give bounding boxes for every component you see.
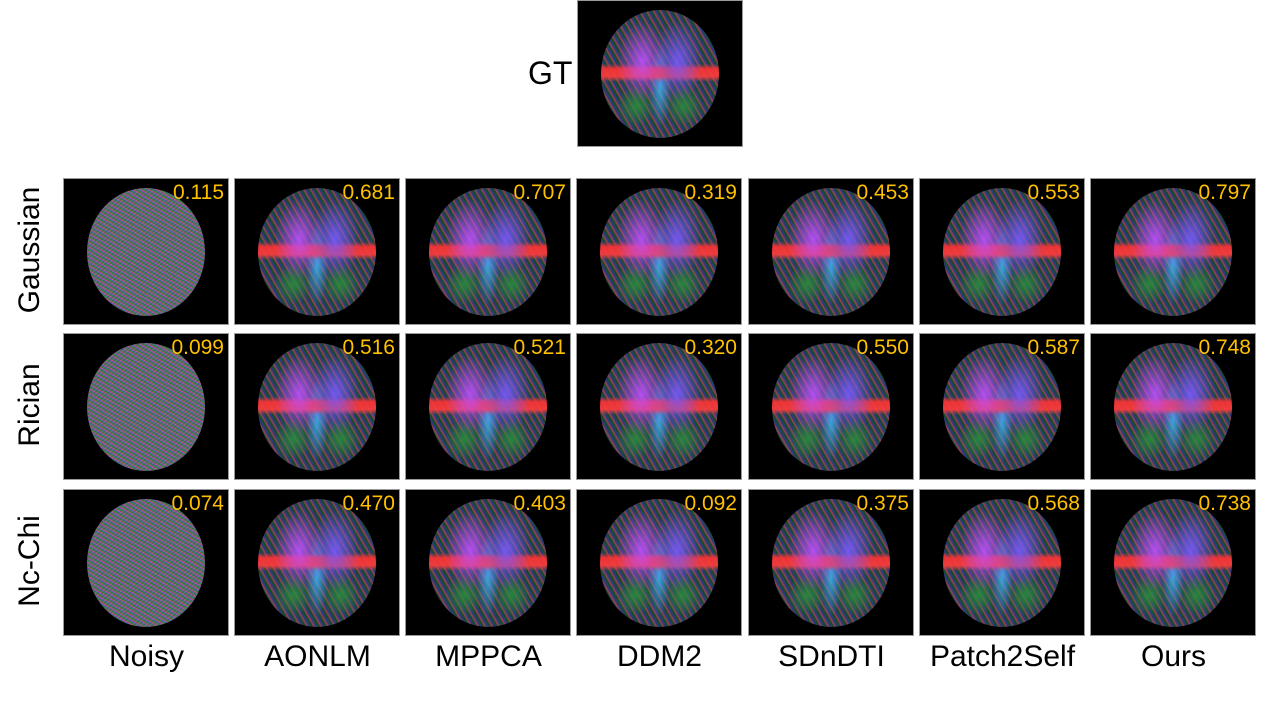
result-image: 0.516	[234, 333, 400, 480]
score-label: 0.707	[513, 181, 566, 204]
tractography	[600, 342, 718, 471]
score-label: 0.748	[1198, 336, 1251, 359]
result-image: 0.568	[919, 489, 1085, 636]
result-image: 0.707	[405, 178, 571, 325]
tractography	[772, 187, 890, 316]
score-label: 0.092	[684, 492, 737, 515]
tractography	[772, 498, 890, 627]
score-label: 0.320	[684, 336, 737, 359]
tractography	[87, 342, 205, 471]
tractography	[943, 187, 1061, 316]
tractography	[1114, 498, 1232, 627]
result-image: 0.797	[1090, 178, 1256, 325]
tractography	[87, 187, 205, 316]
column-label: DDM2	[616, 640, 702, 673]
result-image: 0.748	[1090, 333, 1256, 480]
score-label: 0.797	[1198, 181, 1251, 204]
score-label: 0.375	[856, 492, 909, 515]
tractography	[258, 342, 376, 471]
result-image: 0.403	[405, 489, 571, 636]
score-label: 0.470	[342, 492, 395, 515]
column-label: Ours	[1140, 640, 1206, 673]
tractography	[1114, 342, 1232, 471]
score-label: 0.099	[171, 336, 224, 359]
score-label: 0.319	[684, 181, 737, 204]
row-label: Rician	[13, 363, 46, 447]
result-image: 0.681	[234, 178, 400, 325]
gt-tractography	[601, 9, 719, 138]
result-image: 0.553	[919, 178, 1085, 325]
tractography	[429, 498, 547, 627]
score-label: 0.403	[513, 492, 566, 515]
result-image: 0.319	[576, 178, 742, 325]
row-label: Nc-Chi	[13, 515, 46, 607]
result-image: 0.320	[576, 333, 742, 480]
tractography	[600, 187, 718, 316]
column-label: Patch2Self	[929, 640, 1076, 673]
column-label: AONLM	[264, 640, 371, 673]
tractography	[429, 187, 547, 316]
score-label: 0.074	[171, 492, 224, 515]
score-label: 0.521	[513, 336, 566, 359]
result-image: 0.099	[63, 333, 229, 480]
score-label: 0.568	[1027, 492, 1080, 515]
score-label: 0.738	[1198, 492, 1251, 515]
score-label: 0.587	[1027, 336, 1080, 359]
tractography	[600, 498, 718, 627]
result-image: 0.074	[63, 489, 229, 636]
score-label: 0.115	[173, 181, 224, 204]
result-image: 0.092	[576, 489, 742, 636]
score-label: 0.453	[856, 181, 909, 204]
score-label: 0.553	[1027, 181, 1080, 204]
row-label: Gaussian	[13, 186, 46, 314]
gt-image	[577, 0, 743, 147]
result-image: 0.375	[748, 489, 914, 636]
score-label: 0.516	[342, 336, 395, 359]
result-image: 0.521	[405, 333, 571, 480]
result-image: 0.453	[748, 178, 914, 325]
column-label: Noisy	[108, 640, 184, 673]
result-image: 0.738	[1090, 489, 1256, 636]
score-label: 0.550	[856, 336, 909, 359]
result-image: 0.550	[748, 333, 914, 480]
tractography	[943, 342, 1061, 471]
score-label: 0.681	[342, 181, 395, 204]
tractography	[943, 498, 1061, 627]
tractography	[1114, 187, 1232, 316]
tractography	[429, 342, 547, 471]
result-image: 0.115	[63, 178, 229, 325]
tractography	[258, 498, 376, 627]
tractography	[87, 498, 205, 627]
column-label: MPPCA	[435, 640, 542, 673]
result-image: 0.470	[234, 489, 400, 636]
tractography	[772, 342, 890, 471]
tractography	[258, 187, 376, 316]
gt-label: GT	[528, 55, 573, 91]
result-image: 0.587	[919, 333, 1085, 480]
column-label: SDnDTI	[778, 640, 885, 673]
